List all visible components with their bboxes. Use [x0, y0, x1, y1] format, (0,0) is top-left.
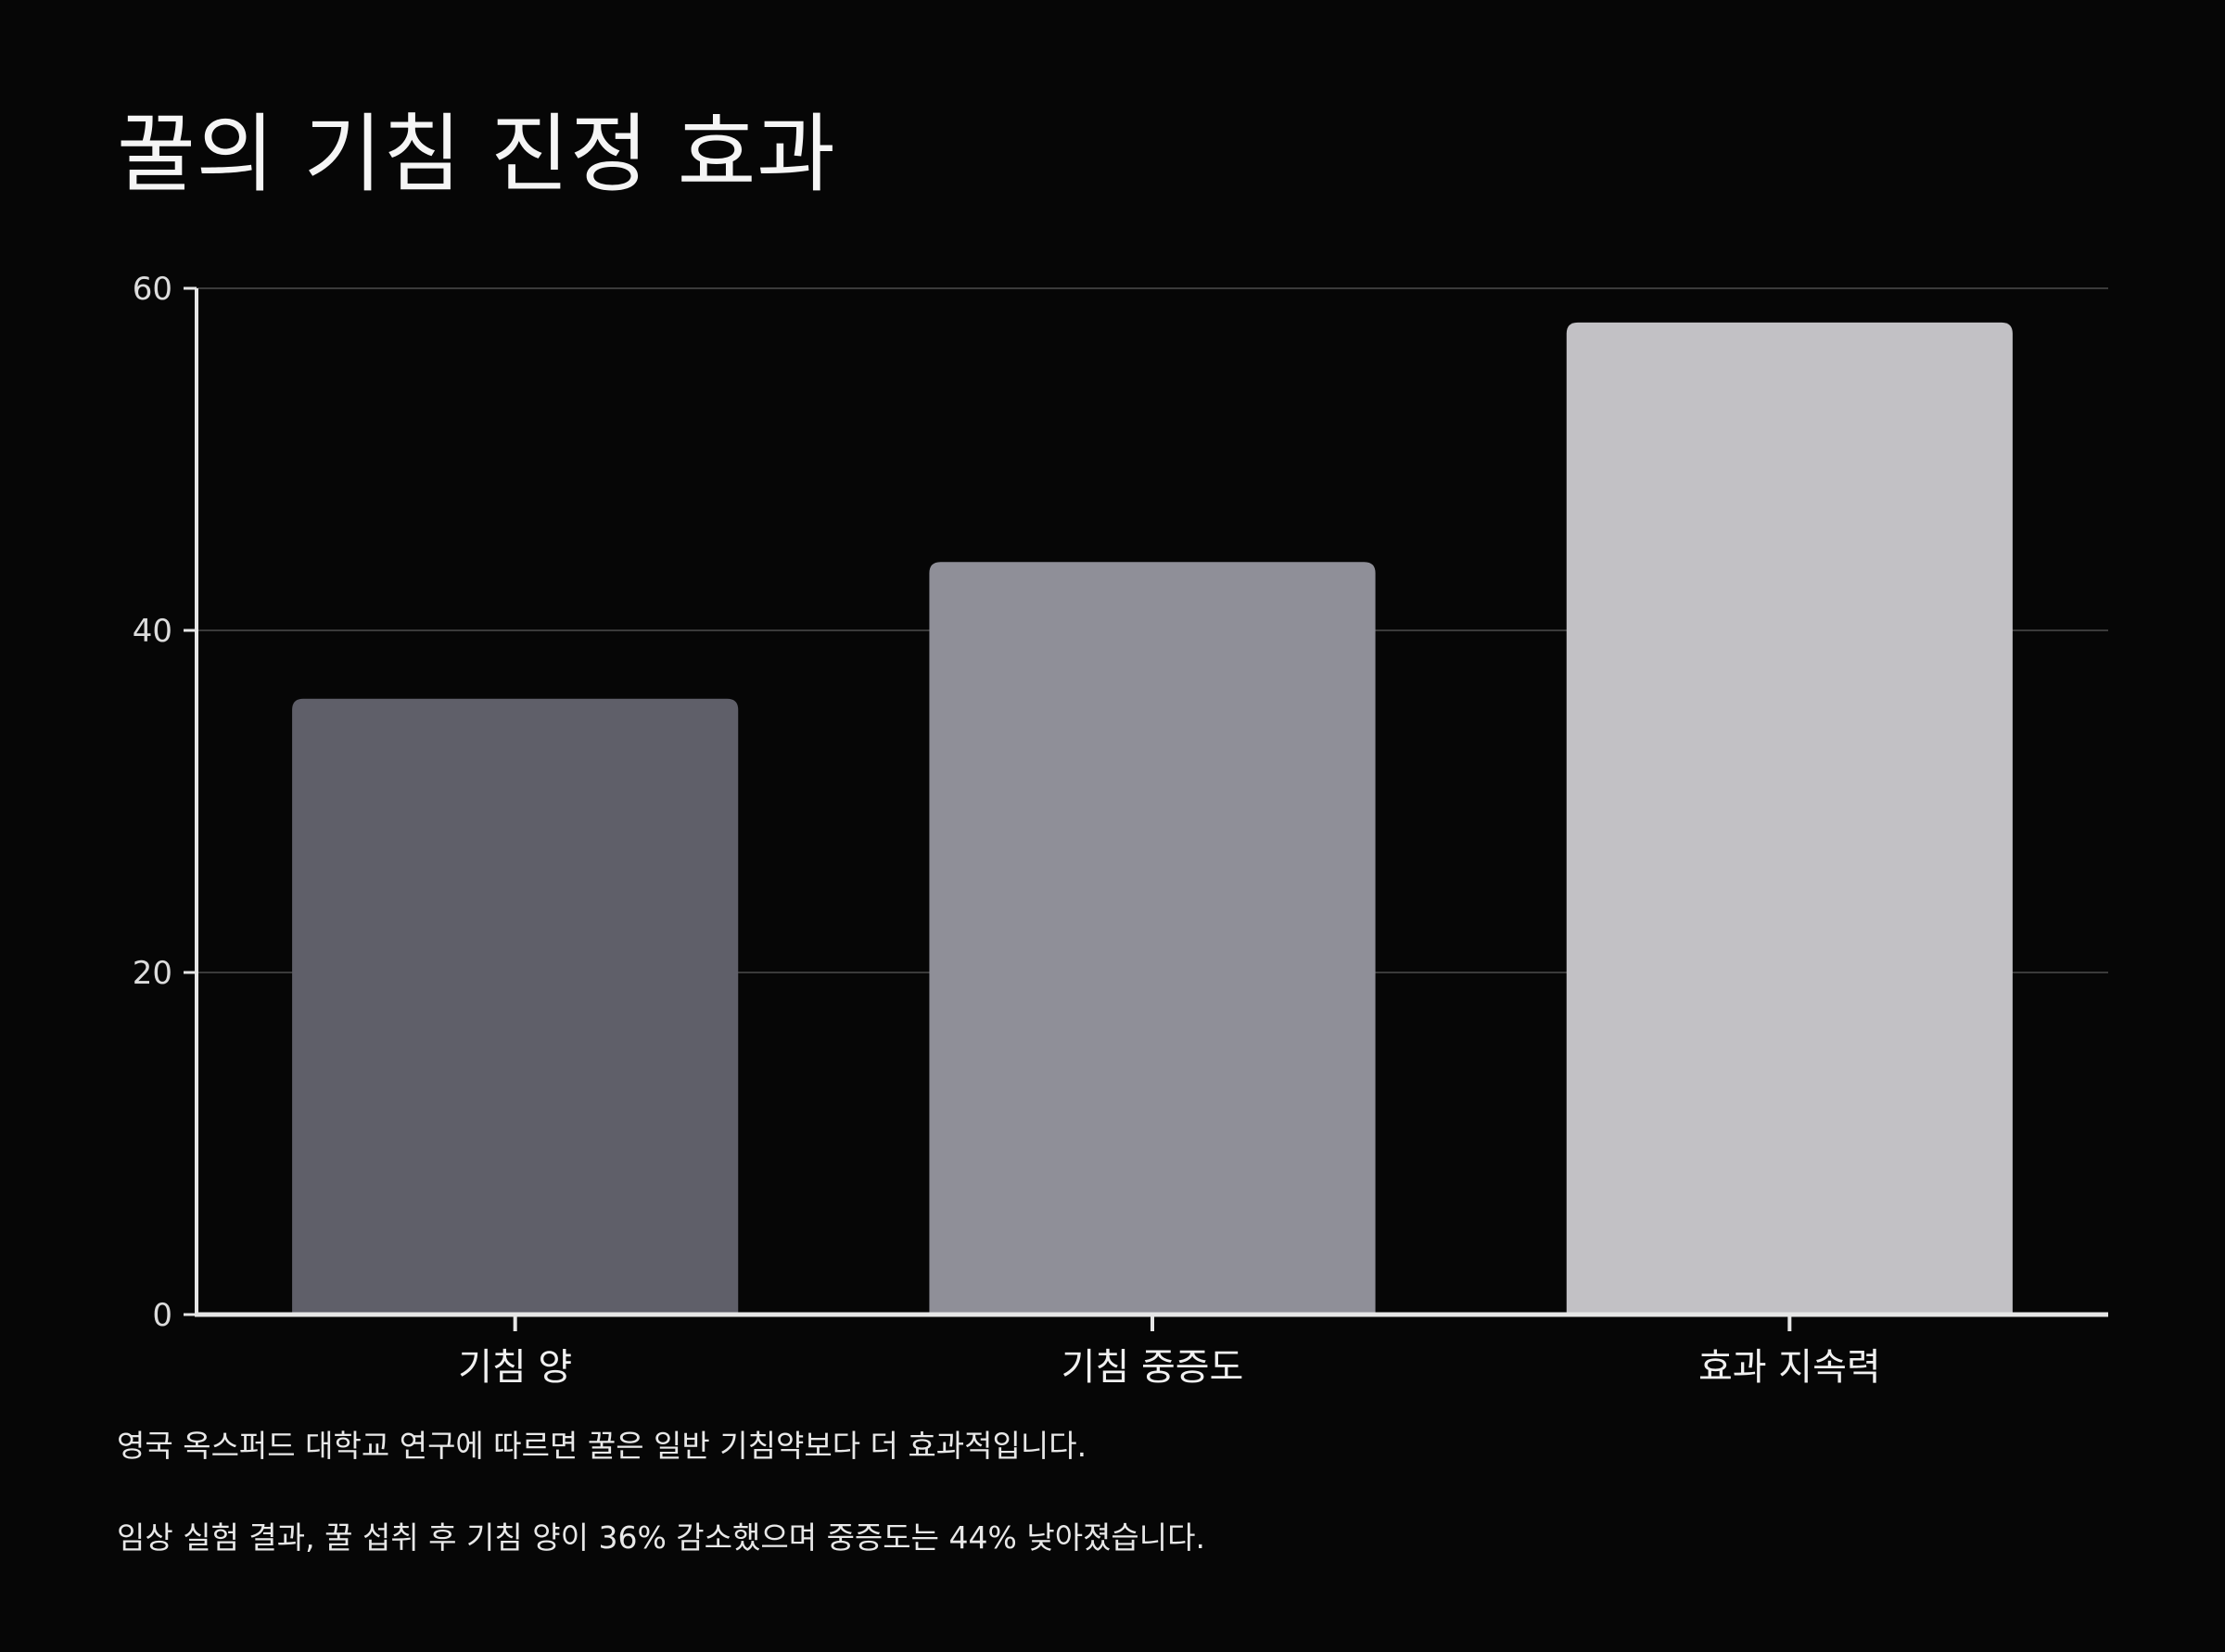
bar-3: [1566, 322, 2013, 1315]
note-source: 영국 옥스퍼드 대학교 연구에 따르면 꿀은 일반 기침약보다 더 효과적입니다…: [117, 1428, 1087, 1464]
y-tick-label: 20: [133, 955, 172, 992]
y-tick-label: 60: [133, 271, 172, 308]
bar-2: [929, 562, 1376, 1315]
chart-title: 꿀의 기침 진정 효과: [117, 105, 836, 204]
bar-chart: 0 20 40 60 기침 양 기침 중증도 효과 지속력: [133, 271, 2108, 1389]
bars: [292, 322, 2013, 1315]
note-result: 임상 실험 결과, 꿀 섭취 후 기침 양이 36% 감소했으며 중증도는 44…: [117, 1519, 1205, 1556]
y-tick-label: 40: [133, 613, 172, 650]
axes: [184, 286, 2108, 1331]
x-tick-label: 효과 지속력: [1698, 1346, 1881, 1389]
y-tick-label: 0: [152, 1297, 172, 1334]
x-tick-label: 기침 양: [458, 1346, 572, 1389]
x-tick-label: 기침 중증도: [1062, 1346, 1244, 1389]
axis-labels: 0 20 40 60 기침 양 기침 중증도 효과 지속력: [133, 271, 1881, 1389]
bar-1: [292, 698, 739, 1315]
